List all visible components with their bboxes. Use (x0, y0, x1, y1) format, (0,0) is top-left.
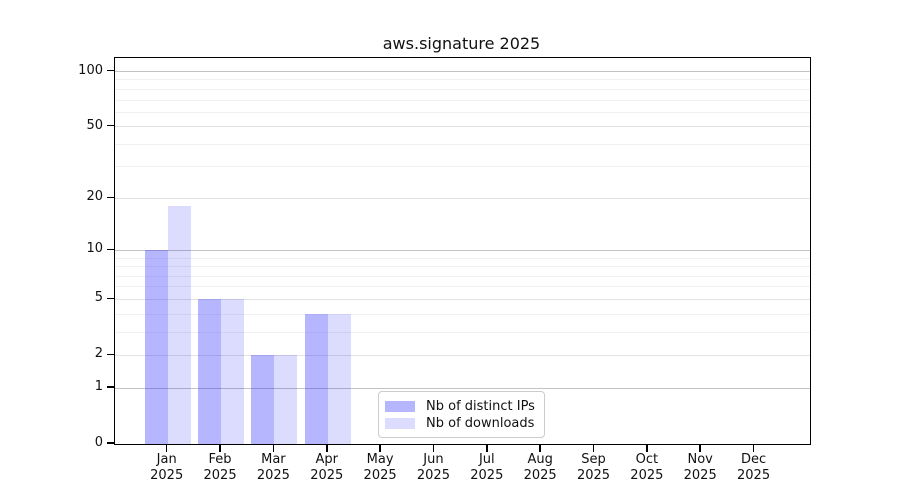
gridline-y-4 (115, 313, 810, 315)
y-tick-label-0: 0 (94, 435, 103, 450)
x-tick-mark-oct (646, 444, 648, 452)
gridline-y-10 (115, 249, 810, 251)
y-tick-mark-20 (107, 196, 114, 199)
y-tick-label-5: 5 (94, 290, 103, 306)
legend-item-downloads: Nb of downloads (385, 415, 535, 431)
gridline-y-60 (115, 111, 810, 113)
x-tick-mark-jun (432, 444, 435, 452)
chart-title: aws.signature 2025 (382, 34, 541, 53)
x-tick-label-sep: Sep 2025 (576, 452, 611, 483)
gridline-y-30 (115, 166, 810, 168)
y-tick-mark-1 (107, 386, 114, 388)
x-tick-label-jul: Jul 2025 (470, 452, 504, 483)
x-tick-mark-nov (699, 444, 701, 452)
gridline-y-70 (115, 99, 810, 101)
legend: Nb of distinct IPs Nb of downloads (378, 391, 545, 438)
x-tick-mark-mar (272, 444, 275, 452)
bar-feb-downloads (221, 299, 245, 444)
y-tick-mark-5 (107, 297, 114, 300)
x-tick-label-jun: Jun 2025 (416, 452, 450, 483)
y-tick-mark-50 (107, 124, 114, 127)
bar-mar-distinct-ips (251, 355, 275, 444)
y-tick-mark-2 (107, 353, 114, 356)
y-tick-label-1: 1 (94, 379, 103, 395)
y-tick-label-20: 20 (86, 189, 103, 205)
gridline-y-90 (115, 79, 810, 81)
y-tick-label-100: 100 (78, 62, 103, 78)
x-tick-mark-sep (592, 444, 595, 452)
gridline-y-7 (115, 275, 810, 277)
gridline-y-1 (115, 387, 810, 389)
legend-item-distinct-ips: Nb of distinct IPs (385, 398, 535, 414)
bar-apr-downloads (327, 314, 351, 444)
x-tick-mark-feb (219, 444, 221, 452)
x-tick-mark-aug (539, 444, 541, 452)
gridline-y-3 (115, 331, 810, 333)
x-tick-mark-jan (165, 444, 168, 452)
bar-feb-distinct-ips (198, 299, 222, 444)
plot-area (114, 57, 811, 445)
x-tick-label-jan: Jan 2025 (150, 452, 184, 483)
gridline-y-100 (115, 71, 810, 73)
y-tick-label-50: 50 (86, 117, 103, 133)
gridline-y-8 (115, 266, 810, 268)
gridline-y-5 (115, 298, 810, 300)
y-tick-mark-100 (107, 69, 114, 72)
gridline-y-20 (115, 197, 810, 199)
gridline-y-80 (115, 88, 810, 90)
legend-swatch-distinct-ips (385, 400, 415, 412)
x-tick-mark-jul (486, 444, 488, 452)
y-tick-mark-10 (107, 248, 114, 251)
gridline-y-6 (115, 286, 810, 288)
x-tick-label-may: May 2025 (363, 452, 397, 483)
bar-jan-downloads (167, 206, 191, 444)
gridline-y-40 (115, 143, 810, 145)
y-tick-label-2: 2 (94, 346, 103, 362)
legend-swatch-downloads (385, 417, 415, 429)
x-tick-label-feb: Feb 2025 (203, 452, 237, 483)
x-tick-mark-apr (326, 444, 328, 452)
x-tick-mark-dec (752, 444, 755, 452)
x-tick-label-nov: Nov 2025 (683, 452, 717, 483)
x-tick-label-dec: Dec 2025 (737, 452, 771, 483)
y-tick-mark-0 (107, 442, 114, 444)
legend-label-downloads: Nb of downloads (426, 415, 535, 431)
y-tick-label-10: 10 (86, 241, 103, 257)
x-tick-label-aug: Aug 2025 (523, 452, 557, 483)
x-tick-label-apr: Apr 2025 (310, 452, 344, 483)
x-tick-mark-may (379, 444, 381, 452)
bar-mar-downloads (274, 355, 298, 444)
bar-jan-distinct-ips (144, 250, 168, 444)
gridline-y-2 (115, 354, 810, 356)
x-tick-label-mar: Mar 2025 (256, 452, 290, 483)
x-tick-label-oct: Oct 2025 (630, 452, 664, 483)
bar-apr-distinct-ips (304, 314, 328, 444)
gridline-y-9 (115, 257, 810, 259)
gridline-y-50 (115, 126, 810, 128)
legend-label-distinct-ips: Nb of distinct IPs (426, 398, 535, 414)
